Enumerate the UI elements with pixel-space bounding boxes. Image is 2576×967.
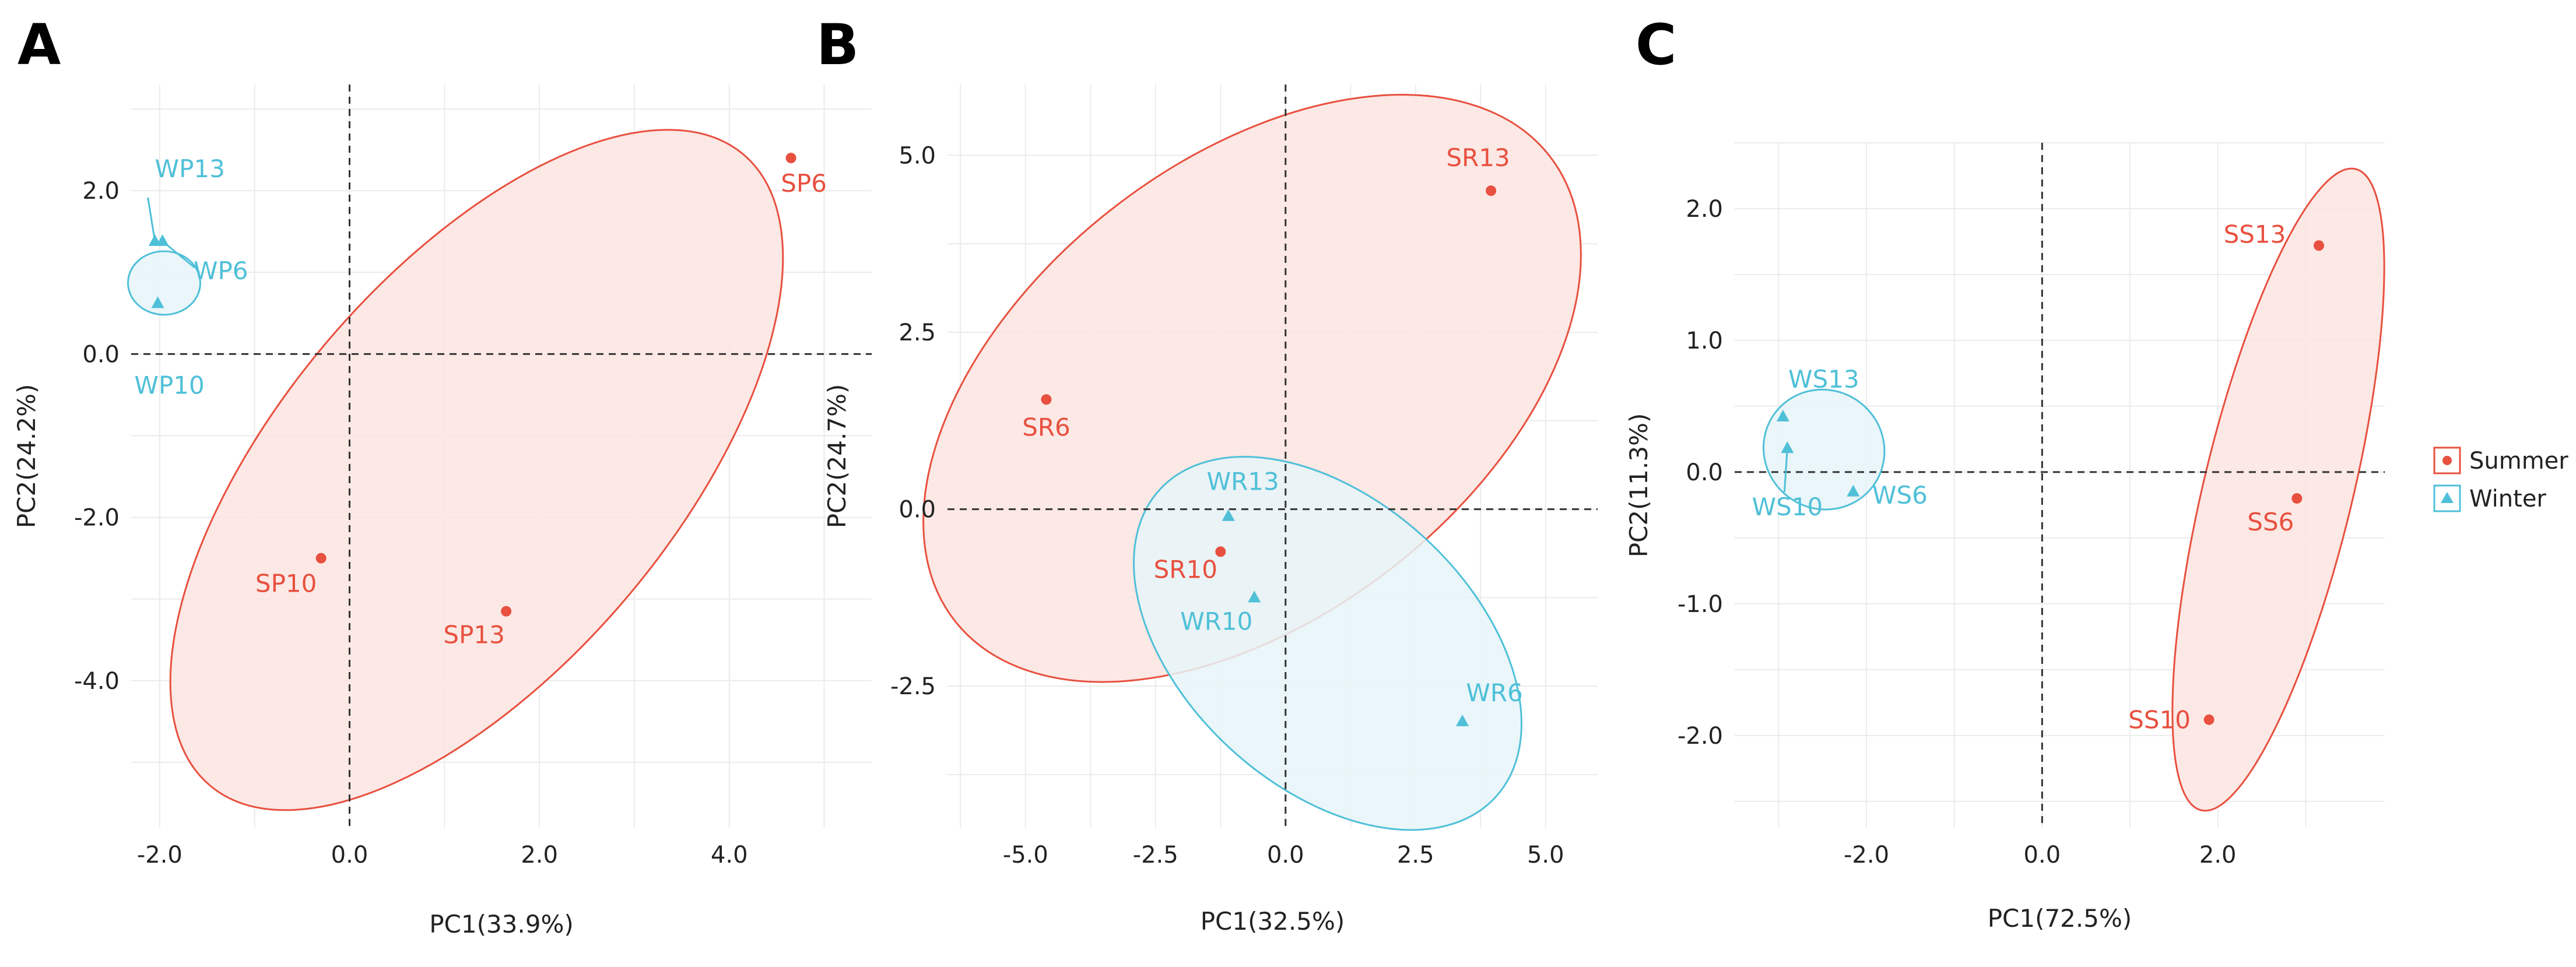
panel-letter: A	[17, 12, 61, 78]
x-tick-label: 2.0	[521, 842, 558, 868]
x-axis-title: PC1(33.9%)	[429, 910, 574, 938]
summer-point	[2291, 493, 2303, 504]
x-tick-label: 2.5	[1397, 842, 1434, 868]
x-tick-label: -2.0	[137, 842, 183, 868]
y-tick-label: 1.0	[1686, 328, 1723, 354]
point-label: WS6	[1872, 481, 1928, 509]
legend-circle-marker	[2442, 456, 2452, 465]
summer-point	[1041, 394, 1052, 405]
legend-label-winter: Winter	[2469, 486, 2546, 512]
point-label: WS10	[1752, 493, 1823, 521]
summer-point	[1215, 546, 1226, 557]
winter-point	[1222, 509, 1235, 521]
point-label: SP13	[443, 621, 504, 649]
winter-point	[1781, 441, 1794, 453]
panel-b: -5.0 -2.5 0.0 2.5 5.0 -2.5 0.0 2.5 5.0 PC1(32.5%)…	[816, 12, 1598, 936]
point-label: SR6	[1022, 413, 1071, 441]
point-label: SS6	[2247, 508, 2294, 536]
point-label: WP13	[155, 154, 225, 183]
point-label: SP6	[781, 169, 827, 198]
x-tick-label: 0.0	[331, 842, 368, 868]
y-tick-label: -2.5	[890, 673, 936, 700]
y-tick-label: 0.0	[82, 341, 120, 368]
panel-letter: B	[816, 12, 859, 78]
x-axis-title: PC1(72.5%)	[1988, 904, 2132, 933]
point-label: WS13	[1788, 365, 1859, 393]
winter-point	[151, 296, 164, 308]
y-tick-label: 5.0	[899, 142, 936, 169]
y-tick-label: 2.0	[82, 178, 120, 205]
summer-point	[2203, 714, 2214, 725]
legend-label-summer: Summer	[2469, 448, 2568, 474]
summer-confidence-ellipse	[169, 129, 784, 811]
x-tick-label: 5.0	[1527, 842, 1564, 868]
winter-confidence-ellipse	[1763, 388, 1886, 511]
winter-confidence-ellipse	[127, 250, 201, 316]
point-label: SS10	[2128, 706, 2191, 734]
x-axis-title: PC1(32.5%)	[1201, 907, 1345, 936]
winter-point	[1847, 484, 1860, 497]
y-tick-label: 2.0	[1686, 196, 1723, 223]
legend-triangle-marker	[2441, 492, 2454, 503]
point-label: SR13	[1446, 143, 1510, 172]
y-axis-title: PC2(24.2%)	[12, 384, 41, 529]
label-leader-line	[1783, 448, 1788, 493]
point-label: SS13	[2224, 220, 2286, 248]
point-label: WP10	[134, 371, 204, 399]
y-tick-label: 0.0	[899, 497, 936, 523]
point-label: WR6	[1466, 678, 1522, 707]
x-tick-label: -2.0	[1844, 842, 1889, 868]
panel-c: -2.0 0.0 2.0 -2.0 -1.0 0.0 1.0 2.0 PC1(72.5%) PC2…	[1624, 12, 2385, 933]
winter-confidence-ellipse	[1133, 456, 1522, 831]
y-tick-label: -2.0	[74, 505, 120, 532]
summer-point	[315, 553, 327, 564]
point-label: SP10	[255, 569, 317, 598]
y-tick-label: -1.0	[1677, 591, 1723, 618]
winter-point	[1248, 590, 1261, 603]
summer-point	[2313, 240, 2324, 251]
point-label: SR10	[1154, 555, 1217, 583]
x-tick-label: 4.0	[711, 842, 748, 868]
point-label: WR13	[1207, 467, 1279, 496]
label-leader-line	[162, 240, 195, 269]
x-tick-label: 0.0	[2024, 842, 2061, 868]
y-tick-label: -4.0	[74, 668, 120, 695]
summer-point	[785, 153, 796, 164]
legend: Summer Winter	[2433, 446, 2568, 512]
x-tick-label: -2.5	[1133, 842, 1178, 868]
winter-point	[1776, 410, 1789, 421]
summer-point	[501, 606, 512, 617]
y-tick-label: -2.0	[1677, 723, 1723, 750]
panel-letter: C	[1636, 12, 1676, 78]
y-tick-label: 2.5	[899, 319, 936, 346]
summer-point	[1486, 185, 1497, 196]
y-axis-title: PC2(11.3%)	[1624, 413, 1653, 558]
point-label: WP6	[194, 256, 248, 285]
winter-point	[1456, 714, 1469, 726]
point-label: WR10	[1180, 607, 1252, 635]
y-axis-title: PC2(24.7%)	[823, 384, 851, 529]
panel-a: -2.0 0.0 2.0 4.0 -4.0 -2.0 0.0 2.0 PC1(33.9%) PC2…	[12, 12, 872, 938]
label-leader-line	[147, 197, 156, 242]
y-tick-label: 0.0	[1686, 459, 1723, 486]
x-tick-label: 2.0	[2199, 842, 2237, 868]
x-tick-label: -5.0	[1003, 842, 1048, 868]
x-tick-label: 0.0	[1267, 842, 1304, 868]
